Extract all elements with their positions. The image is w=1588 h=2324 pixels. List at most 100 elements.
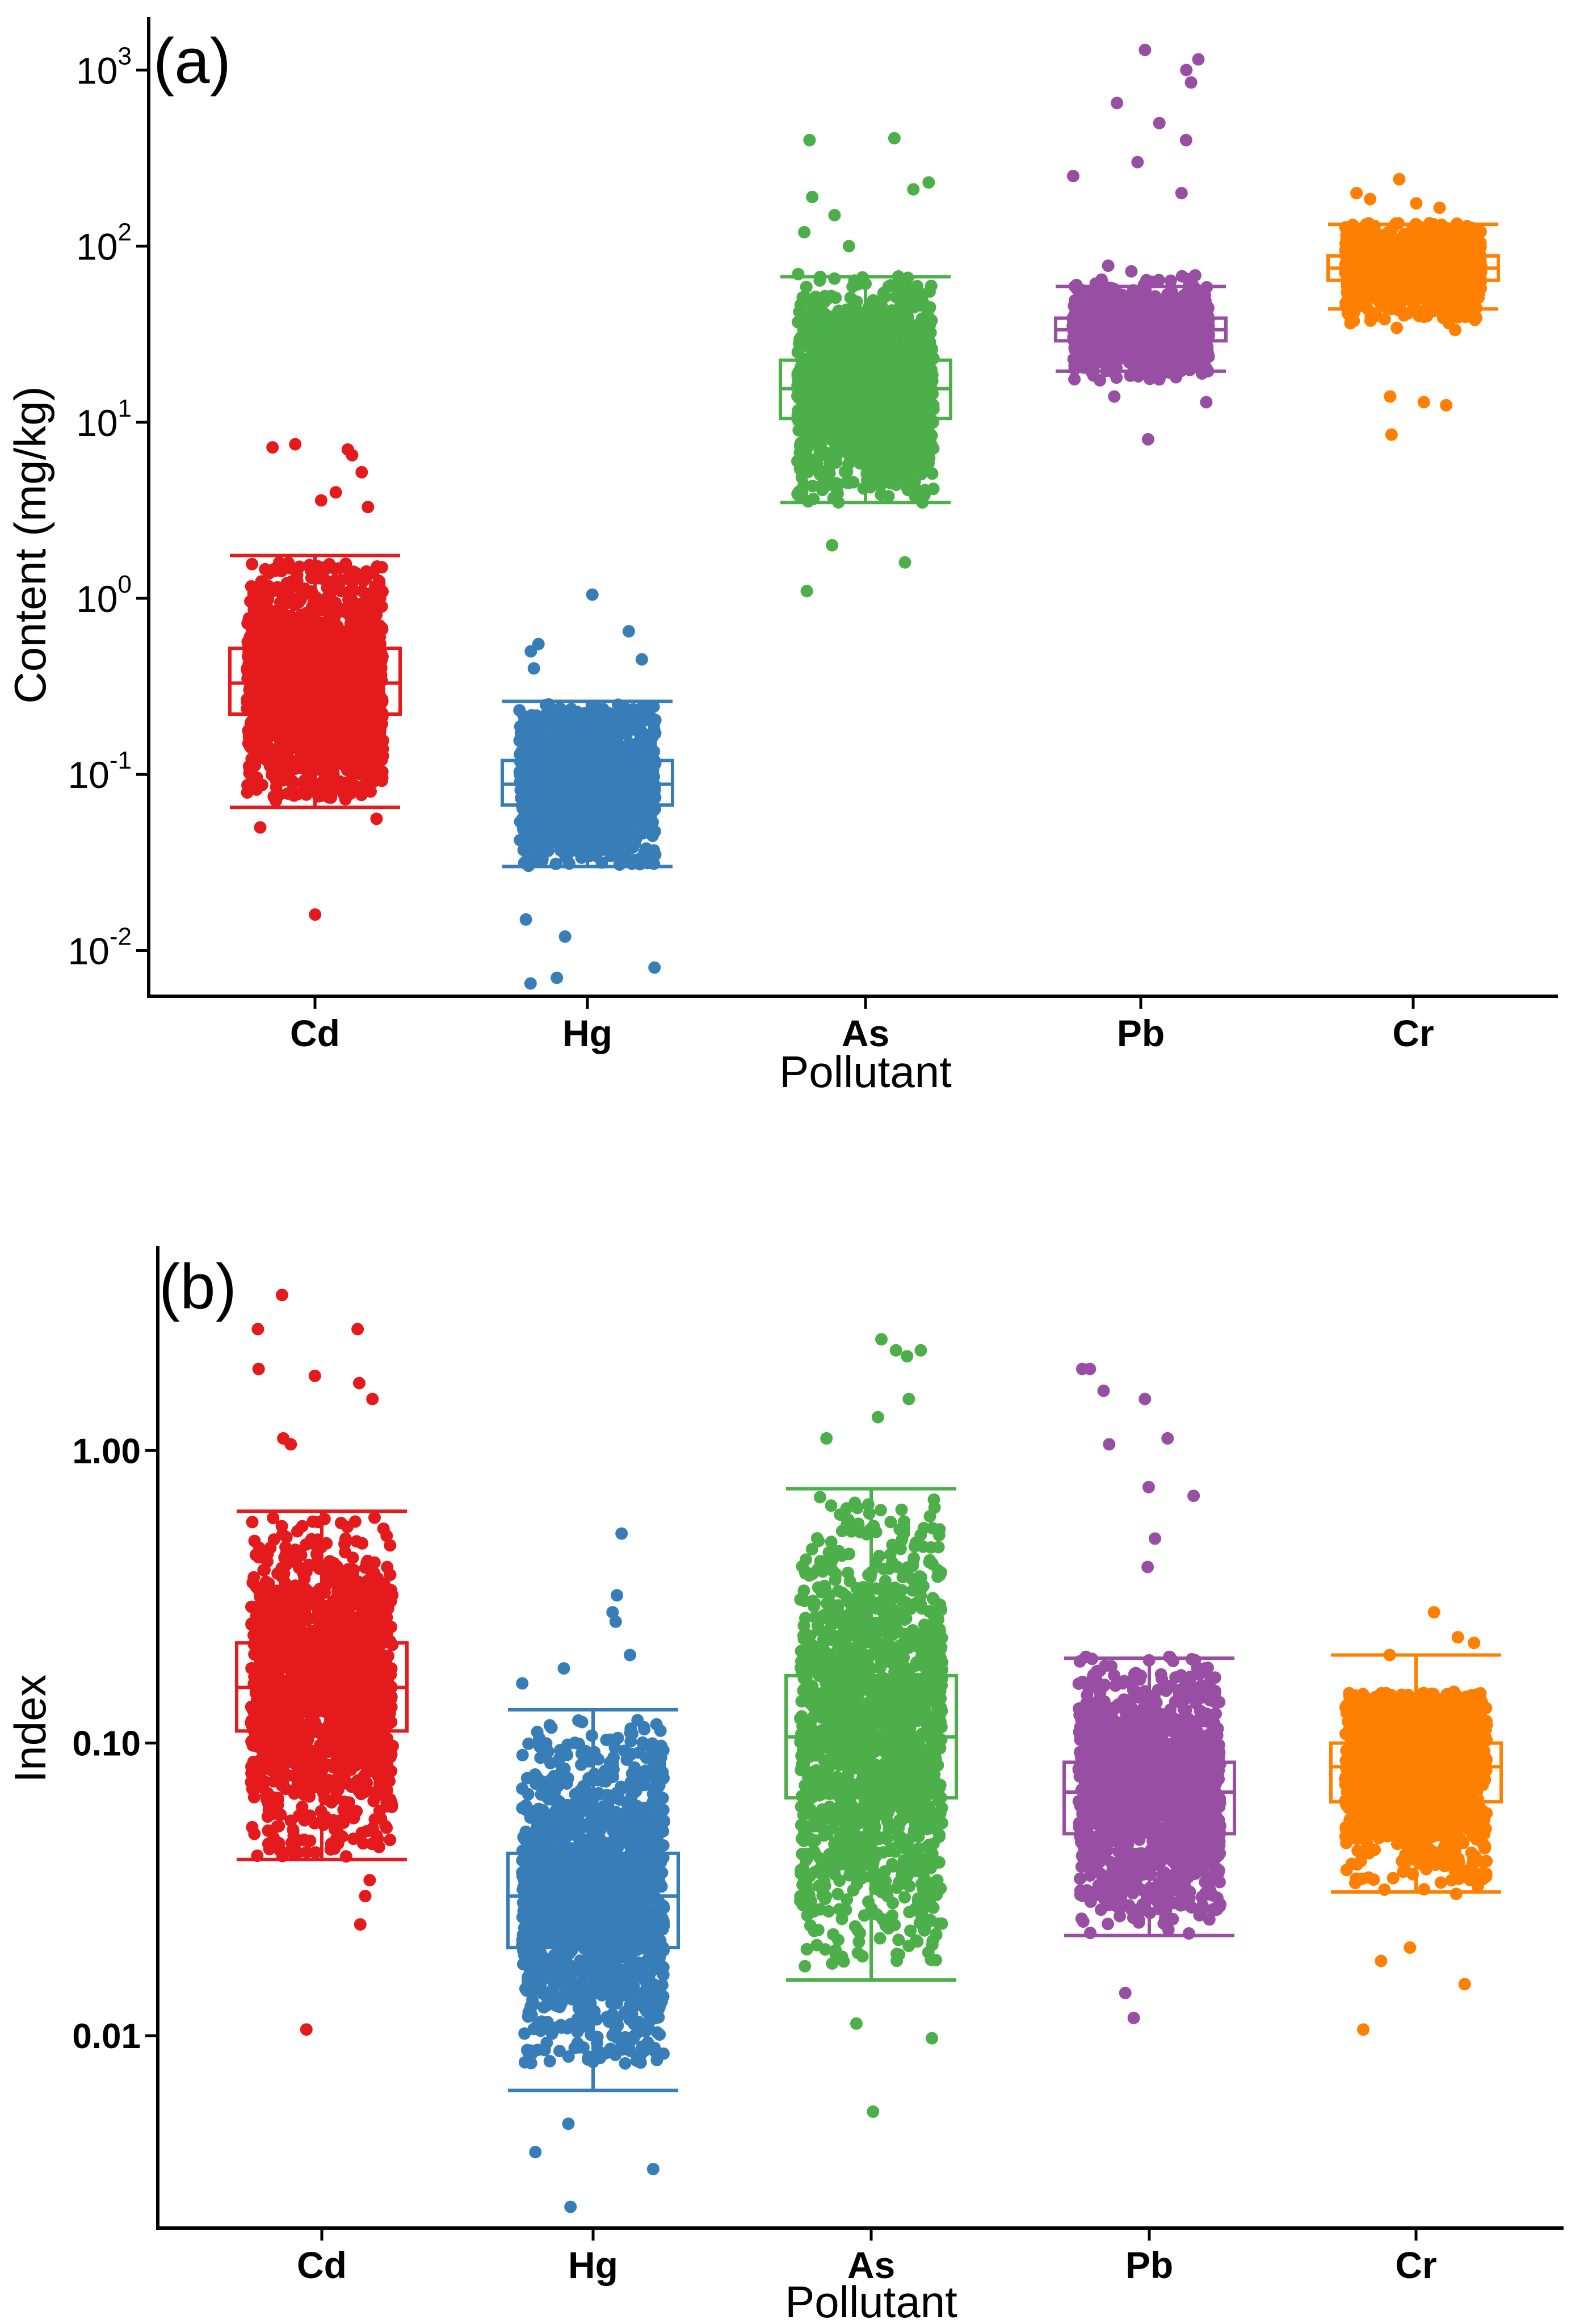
outlier-point bbox=[329, 486, 342, 499]
data-point bbox=[809, 326, 822, 339]
data-point bbox=[374, 668, 387, 681]
data-point bbox=[320, 664, 333, 677]
data-point bbox=[904, 438, 917, 451]
data-point bbox=[838, 465, 851, 478]
data-point bbox=[844, 291, 857, 304]
data-point bbox=[355, 628, 368, 641]
data-point bbox=[620, 836, 632, 849]
data-point bbox=[552, 703, 565, 716]
data-point bbox=[288, 789, 300, 802]
data-point bbox=[648, 825, 661, 838]
outlier-point bbox=[798, 226, 811, 238]
data-point bbox=[325, 607, 338, 620]
data-point bbox=[322, 791, 335, 804]
data-point bbox=[376, 585, 389, 598]
data-point bbox=[292, 596, 305, 609]
outlier-point bbox=[907, 183, 920, 196]
data-point bbox=[315, 744, 328, 757]
data-point bbox=[872, 443, 885, 456]
data-point bbox=[873, 389, 886, 402]
outlier-point bbox=[803, 133, 816, 146]
data-point bbox=[914, 360, 927, 373]
data-point bbox=[814, 464, 827, 477]
data-point bbox=[842, 317, 855, 330]
data-point bbox=[244, 631, 257, 644]
data-point bbox=[530, 709, 543, 722]
outlier-point bbox=[309, 908, 322, 921]
data-point bbox=[579, 808, 591, 821]
data-point bbox=[281, 649, 294, 662]
data-point bbox=[817, 431, 830, 444]
data-point bbox=[270, 774, 283, 787]
data-point bbox=[897, 370, 910, 383]
data-point bbox=[322, 624, 335, 637]
data-point bbox=[306, 606, 320, 619]
data-point bbox=[792, 366, 805, 379]
data-point bbox=[554, 763, 567, 776]
data-point bbox=[573, 822, 586, 835]
data-point bbox=[259, 563, 272, 576]
data-point bbox=[648, 713, 661, 726]
data-point bbox=[620, 788, 633, 801]
data-point bbox=[877, 287, 890, 300]
data-point bbox=[339, 793, 352, 806]
data-point bbox=[882, 490, 895, 503]
data-point bbox=[570, 842, 583, 855]
outlier-point bbox=[524, 645, 537, 658]
data-point bbox=[915, 347, 928, 360]
outlier-point bbox=[266, 441, 279, 454]
data-point bbox=[369, 744, 383, 757]
data-point bbox=[806, 480, 819, 493]
outlier-point bbox=[524, 977, 537, 990]
outlier-point bbox=[355, 465, 368, 479]
data-point bbox=[517, 812, 530, 825]
data-point bbox=[360, 719, 373, 732]
data-point bbox=[798, 291, 811, 304]
data-point bbox=[610, 744, 623, 756]
points-cd bbox=[241, 438, 389, 921]
data-point bbox=[375, 561, 388, 574]
data-point bbox=[811, 305, 824, 318]
data-point bbox=[294, 611, 307, 624]
data-point bbox=[793, 305, 806, 318]
data-point bbox=[335, 585, 348, 598]
outlier-point bbox=[527, 662, 540, 675]
data-point bbox=[271, 723, 284, 735]
data-point bbox=[261, 656, 273, 669]
data-point bbox=[900, 422, 913, 435]
data-point bbox=[842, 476, 855, 489]
data-point bbox=[278, 752, 291, 765]
data-point bbox=[901, 301, 914, 314]
outlier-point bbox=[842, 240, 855, 253]
data-point bbox=[279, 741, 292, 753]
data-point bbox=[920, 302, 933, 315]
data-point bbox=[264, 757, 278, 770]
outlier-point bbox=[898, 556, 911, 569]
data-point bbox=[255, 778, 268, 791]
data-point bbox=[347, 584, 360, 597]
data-point bbox=[925, 279, 938, 292]
outlier-point bbox=[314, 494, 327, 507]
data-point bbox=[595, 723, 608, 736]
data-point bbox=[590, 766, 603, 779]
data-point bbox=[245, 741, 258, 754]
data-point bbox=[557, 800, 570, 813]
points-pb bbox=[1066, 44, 1215, 446]
outlier-point bbox=[648, 961, 661, 974]
panel-a-points bbox=[241, 44, 1488, 990]
data-point bbox=[594, 833, 607, 846]
data-point bbox=[806, 454, 819, 467]
data-point bbox=[569, 761, 582, 774]
outlier-point bbox=[888, 132, 901, 145]
outlier-point bbox=[806, 191, 819, 204]
data-point bbox=[901, 342, 914, 355]
data-point bbox=[243, 781, 257, 794]
data-point bbox=[372, 729, 385, 742]
data-point bbox=[301, 748, 314, 761]
data-point bbox=[342, 564, 355, 577]
data-point bbox=[556, 742, 569, 756]
data-point bbox=[520, 732, 533, 745]
data-point bbox=[831, 438, 844, 451]
data-point bbox=[796, 423, 809, 437]
data-point bbox=[889, 324, 902, 337]
